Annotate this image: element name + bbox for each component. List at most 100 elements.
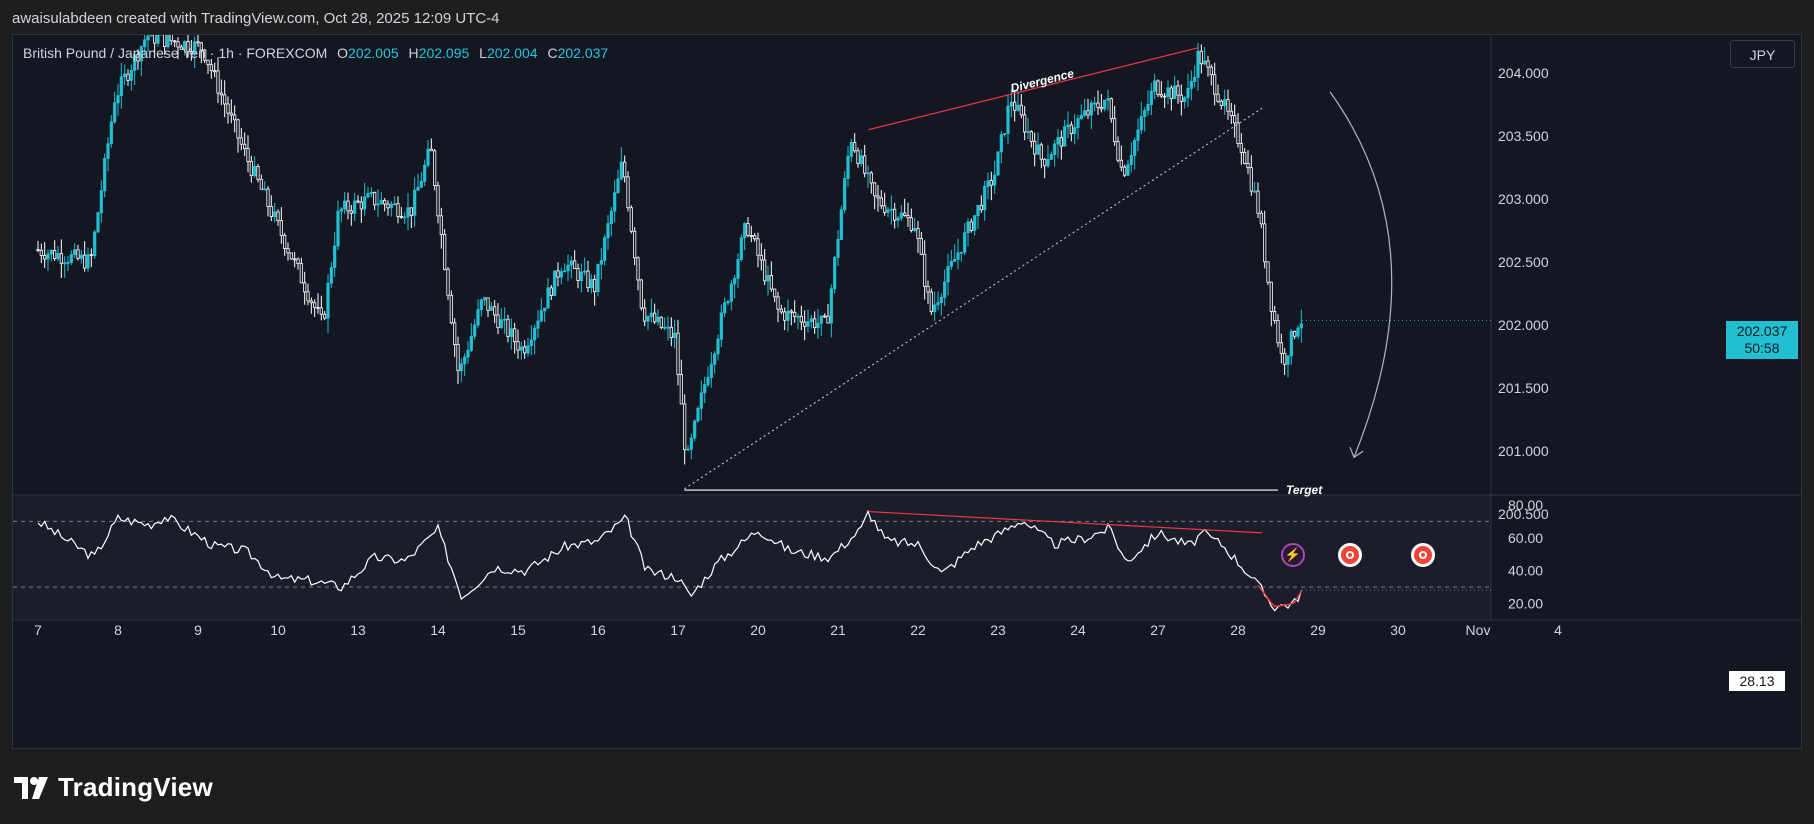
candle-body	[1046, 159, 1050, 167]
candle-body	[63, 262, 67, 265]
candle-body	[613, 192, 617, 212]
candle-body	[676, 332, 680, 375]
red-event-icon[interactable]	[1411, 543, 1435, 567]
candle-body	[826, 315, 830, 324]
time-axis-label: 17	[670, 622, 686, 638]
candle-body	[423, 164, 427, 182]
price-axis-label: 203.000	[1498, 191, 1549, 207]
candle-body	[1253, 190, 1257, 193]
candle-body	[1089, 102, 1093, 116]
close-value: 202.037	[557, 45, 609, 61]
candle-body	[699, 392, 703, 409]
candle-body	[93, 231, 97, 257]
candle-body	[339, 208, 343, 212]
candle-body	[956, 252, 960, 260]
candle-body	[1036, 144, 1040, 155]
low-label: L	[479, 45, 487, 61]
candle-body	[226, 103, 230, 114]
candle-body	[966, 221, 970, 234]
symbol-name[interactable]: British Pound / Japanese Yen · 1h · FORE…	[23, 45, 328, 61]
chart-canvas[interactable]: 204.000 203.500 203.000 202.500 202.000 201.5…	[13, 35, 1802, 749]
candle-body	[473, 324, 477, 337]
chart-area[interactable]: 204.000 203.500 203.000 202.500 202.000 201.5…	[12, 34, 1802, 749]
candle-body	[193, 41, 197, 55]
candle-body	[366, 193, 370, 198]
candle-body	[756, 238, 760, 256]
price-axis-label: 204.000	[1498, 65, 1549, 81]
candle-body	[866, 172, 870, 175]
candle-body	[856, 150, 860, 165]
candle-body	[1026, 131, 1030, 133]
candle-body	[536, 320, 540, 329]
candle-body	[49, 249, 53, 255]
candle-body	[683, 403, 687, 451]
candle-body	[129, 70, 133, 81]
candle-body	[1229, 110, 1233, 116]
candle-body	[1219, 100, 1223, 106]
candle-body	[349, 210, 353, 214]
candle-body	[386, 203, 390, 209]
rsi-last-value-tag: 28.13	[1729, 671, 1785, 691]
candle-body	[1079, 114, 1083, 119]
candle-body	[1096, 102, 1100, 108]
candle-body	[1246, 162, 1250, 169]
candle-body	[469, 335, 473, 351]
candle-body	[1276, 320, 1280, 344]
candle-body	[143, 39, 147, 48]
candle-body	[1019, 104, 1023, 116]
candle-body	[259, 178, 263, 190]
candle-body	[389, 203, 393, 209]
candle-body	[789, 310, 793, 313]
candle-body	[1133, 140, 1137, 156]
rsi-axis-label: 20.00	[1508, 595, 1543, 611]
candle-body	[279, 220, 283, 236]
red-event-icon[interactable]	[1338, 543, 1362, 567]
candle-body	[633, 230, 637, 259]
candle-body	[1146, 104, 1150, 111]
candle-body	[819, 315, 823, 324]
candle-body	[1113, 118, 1117, 143]
candle-body	[763, 259, 767, 282]
candle-body	[293, 258, 297, 261]
candle-body	[356, 200, 360, 203]
candle-body	[579, 271, 583, 282]
candle-body	[373, 191, 377, 206]
candle-body	[906, 214, 910, 219]
candle-body	[626, 176, 630, 209]
candle-body	[396, 203, 400, 217]
candle-body	[203, 49, 207, 61]
currency-button[interactable]: JPY	[1730, 40, 1795, 68]
candle-body	[836, 239, 840, 258]
tradingview-logo[interactable]: TradingView	[14, 772, 213, 803]
candle-body	[409, 207, 413, 216]
candle-body	[953, 258, 957, 262]
candle-body	[289, 252, 293, 260]
price-axis-label: 203.500	[1498, 128, 1549, 144]
candle-body	[946, 266, 950, 283]
time-axis-label: 4	[1554, 622, 1562, 638]
candle-body	[913, 228, 917, 231]
candle-body	[829, 288, 833, 324]
candle-body	[1223, 99, 1227, 106]
projection-arrow	[1329, 91, 1393, 458]
candle-body	[1169, 87, 1173, 100]
candle-body	[426, 148, 430, 166]
candle-body	[693, 420, 697, 439]
candle-body	[963, 232, 967, 253]
candle-body	[516, 341, 520, 351]
candle-body	[973, 215, 977, 231]
candle-body	[53, 249, 57, 259]
lightning-event-icon[interactable]: ⚡	[1281, 543, 1305, 567]
candle-body	[413, 189, 417, 216]
candle-body	[646, 316, 650, 322]
time-axis-label: 7	[34, 622, 42, 638]
candle-body	[189, 50, 193, 55]
candle-body	[976, 204, 980, 217]
candle-body	[323, 313, 327, 319]
time-axis-label: 15	[510, 622, 526, 638]
candle-body	[376, 203, 380, 206]
rsi-oversold-segment	[1257, 584, 1302, 608]
candle-body	[186, 41, 190, 52]
candle-body	[806, 321, 810, 327]
candle-body	[466, 349, 470, 358]
